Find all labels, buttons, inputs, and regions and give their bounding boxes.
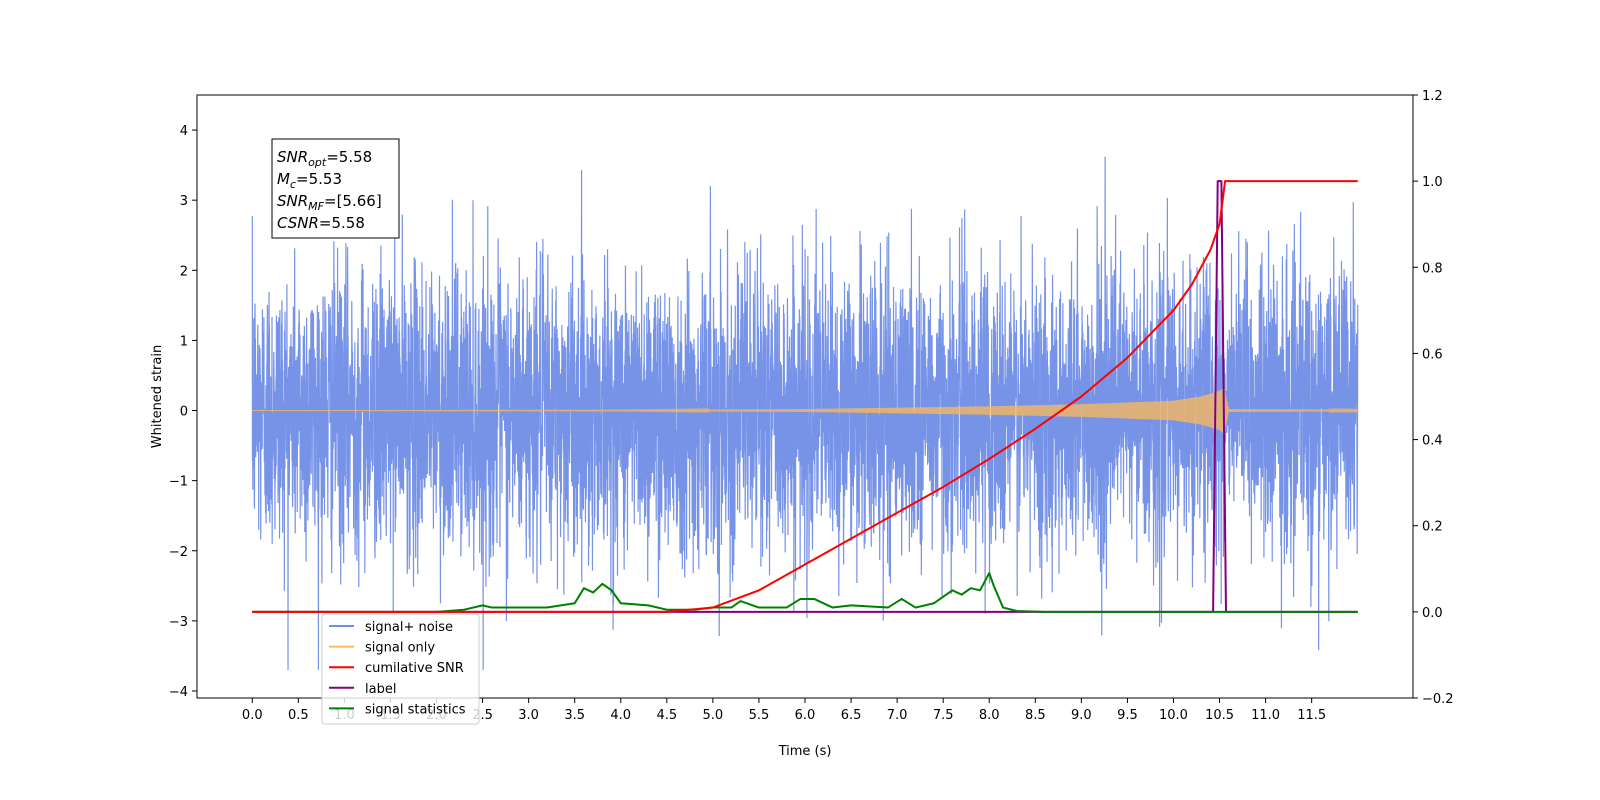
x-tick-label: 6.5 <box>841 708 862 723</box>
y2-tick-label: 0.0 <box>1422 606 1443 621</box>
x-tick-label: 7.0 <box>887 708 908 723</box>
y2-tick-label: 0.8 <box>1422 261 1443 276</box>
y-tick-label: 0 <box>180 405 188 420</box>
y2-tick-label: 0.4 <box>1422 434 1443 449</box>
x-tick-label: 8.5 <box>1025 708 1046 723</box>
annotation-text: CSNR=5.58 <box>277 214 365 232</box>
legend-label: signal only <box>365 641 435 656</box>
series-signal-noise-line <box>251 156 1359 670</box>
legend-label: cumilative SNR <box>365 661 464 676</box>
x-tick-label: 9.5 <box>1117 708 1138 723</box>
y-axis-label: Whitened strain <box>150 345 165 448</box>
x-tick-label: 5.0 <box>703 708 724 723</box>
x-tick-label: 0.0 <box>242 708 263 723</box>
y-tick-label: 3 <box>180 194 188 209</box>
y-tick-label: −1 <box>169 475 188 490</box>
plot-area <box>251 156 1359 670</box>
x-tick-label: 10.0 <box>1159 708 1188 723</box>
y-axis-right: 1.2 1.0 0.8 0.6 0.4 0.2 0.0 −0.2 <box>1413 89 1454 707</box>
y-tick-label: −4 <box>169 685 188 700</box>
y-tick-label: −2 <box>169 545 188 560</box>
legend-frame <box>321 613 480 725</box>
y2-tick-label: 1.0 <box>1422 175 1443 190</box>
legend-label: label <box>365 682 396 697</box>
annotation-text: SNRopt=5.58 <box>277 148 372 169</box>
series-cumulative-snr-line <box>252 180 1358 613</box>
y-tick-label: 2 <box>180 264 188 279</box>
y2-tick-label: 0.6 <box>1422 347 1443 362</box>
y-tick-label: −3 <box>169 615 188 630</box>
x-tick-label: 3.0 <box>518 708 539 723</box>
series-signal-only-line <box>252 387 1359 435</box>
series-signal-statistics-line <box>252 572 1358 613</box>
y2-tick-label: 1.2 <box>1422 89 1443 104</box>
x-tick-label: 7.5 <box>933 708 954 723</box>
annotation-text: SNRMF=[5.66] <box>277 192 382 213</box>
x-tick-label: 3.5 <box>564 708 585 723</box>
x-tick-label: 8.0 <box>979 708 1000 723</box>
y-axis-left: 4 3 2 1 0 −1 −2 −3 −4 <box>169 124 197 700</box>
x-tick-label: 5.5 <box>749 708 770 723</box>
x-tick-label: 9.0 <box>1071 708 1092 723</box>
y2-tick-label: 0.2 <box>1422 520 1443 535</box>
y-tick-label: 1 <box>180 334 188 349</box>
annotation-text: Mc=5.53 <box>277 170 342 191</box>
annotation-box-frame <box>271 138 400 239</box>
legend: signal+ noise signal only cumilative SNR la… <box>321 613 480 725</box>
x-tick-label: 4.5 <box>656 708 677 723</box>
y2-tick-label: −0.2 <box>1422 692 1454 707</box>
x-tick-label: 0.5 <box>288 708 309 723</box>
x-tick-label: 11.0 <box>1251 708 1280 723</box>
x-tick-label: 4.0 <box>610 708 631 723</box>
x-tick-label: 10.5 <box>1205 708 1234 723</box>
x-tick-label: 11.5 <box>1297 708 1326 723</box>
legend-label: signal statistics <box>365 702 466 717</box>
legend-label: signal+ noise <box>365 620 453 635</box>
x-axis-label: Time (s) <box>778 744 832 759</box>
x-tick-label: 6.0 <box>795 708 816 723</box>
y-tick-label: 4 <box>180 124 188 139</box>
